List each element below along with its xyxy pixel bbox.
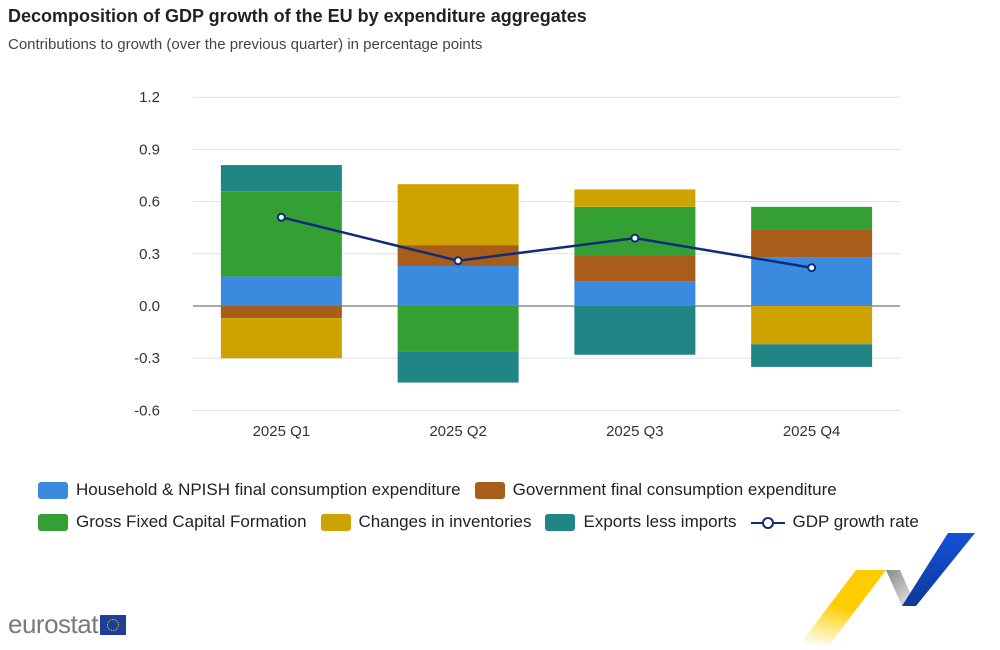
legend-item-inventories[interactable]: Changes in inventories (320, 512, 532, 532)
legend-label: Exports less imports (583, 512, 737, 531)
eurostat-logo: eurostat (8, 609, 126, 640)
y-tick-label: 0.3 (139, 246, 160, 263)
bar-segment (751, 344, 873, 367)
legend-line-icon (750, 514, 785, 531)
legend-item-gfcf[interactable]: Gross Fixed Capital Formation (38, 512, 307, 532)
y-tick-label: 0.6 (139, 194, 160, 211)
gdp-point (453, 256, 463, 266)
legend-swatch (38, 513, 68, 531)
bar-segment (397, 265, 519, 306)
gdp-point (807, 263, 817, 273)
x-tick-label: 2025 Q4 (783, 423, 841, 440)
y-tick-label: -0.3 (134, 350, 160, 367)
chart-title: Decomposition of GDP growth of the EU by… (8, 6, 587, 26)
legend-item-gdp[interactable]: GDP growth rate (750, 512, 919, 532)
x-tick-label: 2025 Q1 (253, 423, 311, 440)
legend-swatch (320, 513, 351, 531)
legend-item-household[interactable]: Household & NPISH final consumption expe… (38, 480, 461, 500)
legend-label: Government final consumption expenditure (512, 480, 837, 499)
legend-label: GDP growth rate (792, 512, 919, 531)
legend-swatch (545, 513, 576, 531)
eu-flag-icon (99, 614, 126, 635)
bar-segment (220, 318, 342, 359)
logo-text: eurostat (8, 609, 98, 639)
bar-segment (574, 306, 696, 355)
bar-segment (220, 276, 342, 306)
legend-item-government[interactable]: Government final consumption expenditure (474, 480, 837, 500)
x-tick-label: 2025 Q3 (606, 423, 664, 440)
y-tick-label: 0.0 (139, 298, 160, 315)
legend-label: Changes in inventories (358, 512, 532, 531)
legend-item-exports[interactable]: Exports less imports (545, 512, 737, 532)
bar-segment (220, 191, 342, 277)
chart: 1.2 0.9 0.6 0.3 0.0 -0.3 -0.6 2025 Q1 2025 Q2 202… (134, 89, 900, 440)
y-tick-label: -0.6 (134, 402, 160, 419)
bar-segment (574, 189, 696, 207)
gdp-point (630, 233, 640, 243)
chart-subtitle: Contributions to growth (over the previo… (8, 36, 483, 53)
bar-segment (397, 245, 519, 266)
legend: Household & NPISH final consumption expe… (38, 474, 933, 538)
bar-segment (751, 306, 873, 345)
eurostat-ribbon-graphic (800, 533, 975, 644)
x-tick-label: 2025 Q2 (429, 423, 487, 440)
legend-swatch (38, 481, 68, 499)
legend-label: Household & NPISH final consumption expe… (76, 480, 461, 499)
y-tick-label: 1.2 (139, 89, 160, 106)
legend-label: Gross Fixed Capital Formation (76, 512, 307, 531)
bar-segment (751, 206, 873, 230)
gdp-point (276, 212, 286, 222)
bar-segment (574, 255, 696, 282)
y-tick-label: 0.9 (139, 141, 160, 158)
bar-segment (220, 165, 342, 192)
bar-segment (397, 351, 519, 383)
bar-segment (397, 306, 519, 352)
bar-segment (574, 281, 696, 306)
bar-segment (220, 306, 342, 319)
bar-segment (751, 229, 873, 258)
legend-swatch (474, 481, 505, 499)
bar-segment (397, 184, 519, 246)
bar-segment (574, 206, 696, 256)
gdp-growth-line (281, 216, 812, 269)
